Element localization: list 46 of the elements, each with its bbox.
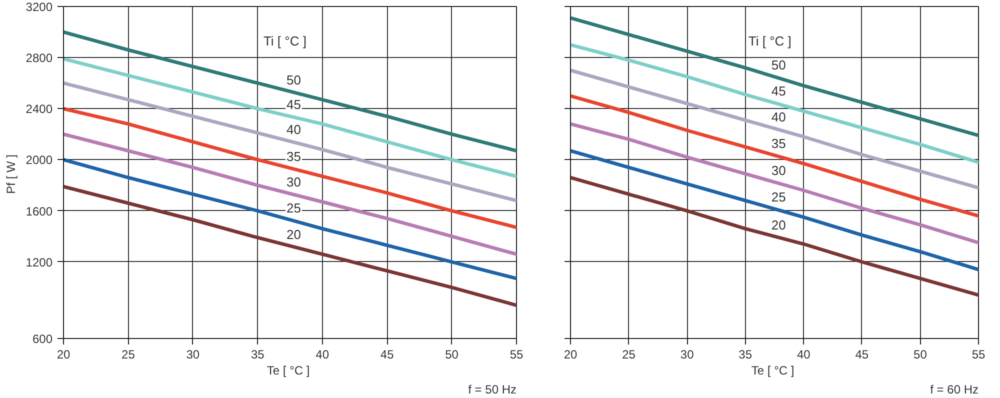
series-label: 40 [286,122,301,138]
y-tick-label: 600 [32,332,53,346]
series-label: 40 [771,109,786,124]
x-tick-label: 45 [855,348,869,362]
series-label: 25 [771,190,786,205]
x-tick-label: 55 [510,348,524,362]
series-label: 25 [286,200,301,216]
y-tick-label: 1200 [26,255,53,270]
x-axis-title: Te [ °C ] [751,364,794,378]
legend-title: Ti [ °C ] [748,34,792,48]
x-tick-label: 25 [622,348,636,362]
x-tick-label: 25 [122,348,136,362]
x-tick-label: 45 [380,348,394,362]
series-label: 50 [286,72,301,88]
y-tick-label: 2400 [26,102,53,116]
y-tick-label: 1600 [26,204,53,218]
series-label: 30 [771,162,786,178]
y-tick-label: 2800 [26,51,53,66]
text: f = 60 Hz [930,382,978,396]
line-series [64,30,516,153]
x-tick-label: 50 [445,348,459,362]
x-tick-label: 35 [738,348,752,362]
series-label: 20 [286,226,301,242]
y-tick-label: 3200 [26,0,53,14]
x-tick-label: 40 [796,348,811,362]
x-tick-label: 30 [186,348,200,362]
x-tick-label: 35 [250,348,265,362]
y-axis-title: Pf [ W ] [4,154,18,194]
series-label: 30 [286,174,301,190]
text: f = 50 Hz [468,382,516,396]
x-tick-label: 40 [316,348,330,362]
y-tick-label: 2000 [26,153,53,168]
series-label: 45 [771,84,786,99]
series-label: 50 [771,57,786,72]
legend-title: Ti [ °C ] [263,34,306,48]
series-label: 35 [286,148,301,164]
x-tick-label: 20 [56,348,70,362]
series-label: 20 [771,217,786,232]
x-tick-label: 20 [564,348,578,362]
x-tick-label: 50 [914,348,928,362]
x-tick-label: 30 [680,348,694,362]
series-label: 45 [286,97,301,112]
line-series [64,57,516,178]
series-label: 35 [771,136,786,152]
x-tick-label: 55 [972,348,986,362]
x-axis-title: Te [ °C ] [266,364,310,378]
